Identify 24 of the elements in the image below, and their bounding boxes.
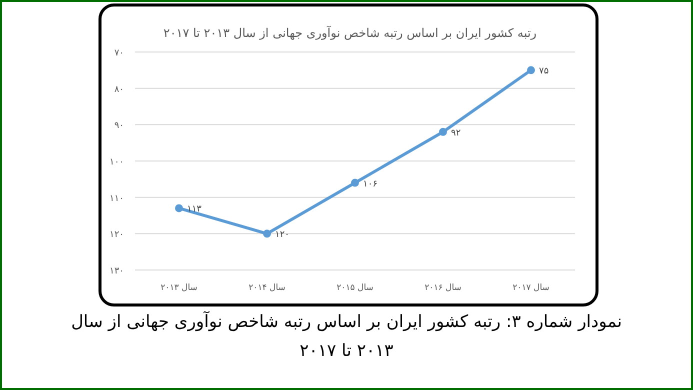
point — [527, 66, 535, 74]
x-tick-label: سال ۲۰۱۷ — [512, 283, 550, 293]
y-tick-label: ۹۰ — [114, 121, 124, 132]
x-tick-label: سال ۲۰۱۶ — [424, 283, 462, 293]
y-tick-label: ۷۰ — [114, 48, 124, 58]
point — [351, 178, 359, 187]
data-label: ۱۰۶ — [363, 179, 378, 190]
y-tick-label: ۱۱۰ — [109, 194, 124, 204]
data-label: ۹۲ — [451, 128, 461, 138]
point — [439, 128, 447, 136]
x-tick-label: سال ۲۰۱۵ — [336, 283, 374, 293]
point — [263, 230, 271, 238]
y-tick-label: ۱۲۰ — [109, 230, 124, 240]
data-label: ۱۲۰ — [275, 230, 290, 240]
x-tick-label: سال ۲۰۱۴ — [248, 283, 286, 293]
text: نمودار شماره ۳: رتبه کشور ایران بر اساس رتبه شاخص نوآوری جهانی از سال ۲۰۱۳ تا ۲۰۱۷ — [70, 310, 623, 363]
x-tick-label: سال ۲۰۱۳ — [160, 283, 198, 293]
y-tick-label: ۱۰۰ — [109, 158, 124, 168]
y-tick-label: ۸۰ — [114, 84, 124, 95]
point — [175, 204, 183, 212]
data-label: ۱۱۳ — [187, 204, 202, 215]
data-label: ۷۵ — [539, 66, 549, 77]
y-tick-label: ۱۳۰ — [109, 266, 124, 276]
chart-title: رتبه کشور ایران بر اساس رتبه شاخص نوآوری جهانی از سال ۲۰۱۳ تا ۲۰۱۷ — [163, 25, 537, 40]
